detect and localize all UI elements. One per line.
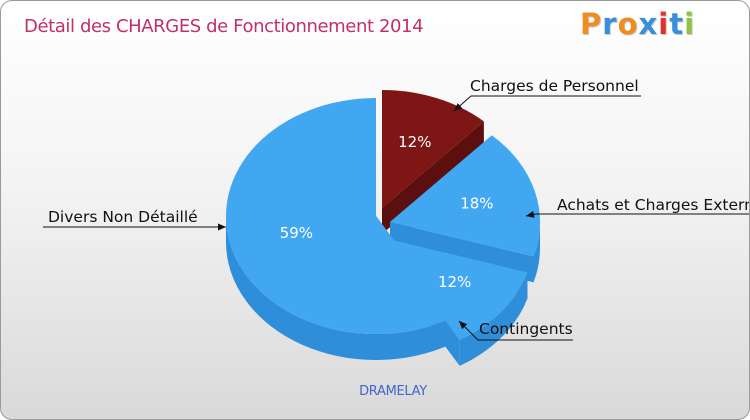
slice-charges-de-personnel[interactable] xyxy=(382,90,484,208)
leader-line xyxy=(525,213,749,217)
leader-arrow xyxy=(526,210,535,218)
percent-label: 12% xyxy=(398,133,431,151)
pie-tops xyxy=(226,90,541,340)
slice-side-charges-de-personnel-end xyxy=(382,121,484,234)
slice-callout-label: Charges de Personnel xyxy=(470,77,639,95)
slice-side-achats-et-charges-externes xyxy=(533,222,540,283)
leader-line xyxy=(453,95,641,112)
leader-arrow xyxy=(459,321,468,330)
slice-achats-et-charges-externes[interactable] xyxy=(390,135,541,257)
commune-name: DRAMELAY xyxy=(359,384,427,399)
proxiti-logo[interactable]: Proxiti xyxy=(580,7,696,41)
percent-label: 59% xyxy=(280,224,313,242)
percent-label: 12% xyxy=(438,273,471,291)
slice-divers-non-d-taill-[interactable] xyxy=(226,98,452,334)
leader-line xyxy=(458,320,573,341)
leader-arrow xyxy=(218,223,226,231)
pie-labels: 12% 18% 12% 59% Charges de Personnel Achats e… xyxy=(43,77,750,341)
leader-arrow xyxy=(454,103,463,111)
slice-side-contingents xyxy=(459,272,528,366)
slice-callout-label: Achats et Charges Externes xyxy=(557,196,750,214)
slice-contingents[interactable] xyxy=(384,238,528,340)
slice-callout-label: Divers Non Détaillé xyxy=(48,208,198,226)
slice-callout-label: Contingents xyxy=(479,320,573,338)
chart-title: Détail des CHARGES de Fonctionnement 201… xyxy=(24,16,424,37)
percent-label: 18% xyxy=(460,194,493,212)
slice-side-divers-non-d-taill- xyxy=(226,216,452,360)
